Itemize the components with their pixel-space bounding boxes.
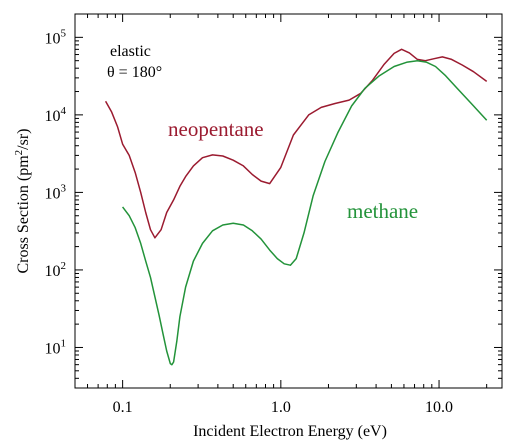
y-tick-label: 103 bbox=[45, 182, 67, 202]
x-axis-label: Incident Electron Energy (eV) bbox=[193, 423, 387, 440]
y-axis-label-main: Cross Section (pm bbox=[15, 155, 32, 274]
x-tick-label: 1.0 bbox=[271, 399, 291, 416]
y-axis-label-sup: 2 bbox=[13, 150, 25, 156]
series-line-methane bbox=[122, 59, 488, 366]
series-label-neopentane: neopentane bbox=[168, 117, 264, 141]
plot-frame bbox=[74, 13, 503, 389]
x-tick-label: 10.0 bbox=[425, 399, 453, 416]
series-label-methane: methane bbox=[347, 199, 418, 223]
series-line-neopentane bbox=[104, 48, 488, 239]
y-axis-label: Cross Section (pm2/sr) bbox=[13, 128, 32, 273]
y-tick-label: 101 bbox=[45, 337, 67, 357]
annotation-line-2: θ = 180° bbox=[107, 64, 162, 81]
axis-ticks bbox=[74, 13, 502, 389]
y-tick-label: 105 bbox=[45, 27, 67, 47]
y-tick-label: 104 bbox=[45, 105, 67, 125]
series-group bbox=[104, 48, 488, 366]
annotation-line-1: elastic bbox=[110, 43, 151, 60]
x-tick-label: 0.1 bbox=[113, 399, 133, 416]
x-tick-labels: 0.1 1.0 10.0 bbox=[113, 399, 453, 416]
y-tick-label: 102 bbox=[45, 260, 67, 280]
y-axis-label-tail: /sr) bbox=[15, 128, 32, 149]
y-tick-labels: 101 102 103 104 105 bbox=[45, 27, 67, 357]
